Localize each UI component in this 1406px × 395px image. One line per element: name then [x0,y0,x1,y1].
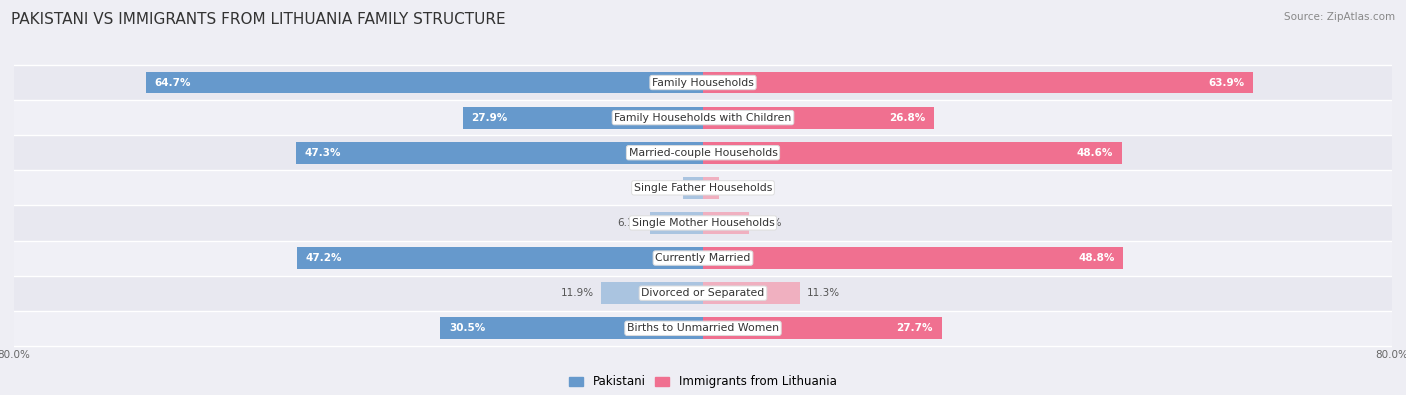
Bar [683,177,703,199]
Text: Single Father Households: Single Father Households [634,183,772,193]
Bar [14,170,1392,205]
Text: Divorced or Separated: Divorced or Separated [641,288,765,298]
Legend: Pakistani, Immigrants from Lithuania: Pakistani, Immigrants from Lithuania [564,371,842,393]
Bar [703,212,748,234]
Text: 6.1%: 6.1% [617,218,644,228]
Bar [14,100,1392,135]
Text: 30.5%: 30.5% [449,323,485,333]
Bar [703,177,720,199]
Text: Family Households with Children: Family Households with Children [614,113,792,122]
Text: 27.7%: 27.7% [897,323,934,333]
Text: 64.7%: 64.7% [155,77,191,88]
Text: Married-couple Households: Married-couple Households [628,148,778,158]
Bar [651,212,703,234]
Text: PAKISTANI VS IMMIGRANTS FROM LITHUANIA FAMILY STRUCTURE: PAKISTANI VS IMMIGRANTS FROM LITHUANIA F… [11,12,506,27]
Text: Source: ZipAtlas.com: Source: ZipAtlas.com [1284,12,1395,22]
Bar [703,142,1122,164]
Bar [703,71,1253,93]
Bar [463,107,703,128]
Bar [703,318,942,339]
Text: 5.3%: 5.3% [755,218,782,228]
Bar [14,241,1392,276]
Bar [440,318,703,339]
Text: 26.8%: 26.8% [889,113,925,122]
Bar [14,65,1392,100]
Text: 63.9%: 63.9% [1209,77,1244,88]
Text: 11.3%: 11.3% [807,288,841,298]
Bar [14,135,1392,170]
Text: 2.3%: 2.3% [650,183,676,193]
Text: Family Households: Family Households [652,77,754,88]
Text: 48.6%: 48.6% [1077,148,1114,158]
Text: 48.8%: 48.8% [1078,253,1115,263]
Bar [146,71,703,93]
Text: Currently Married: Currently Married [655,253,751,263]
Bar [295,142,703,164]
Bar [703,282,800,304]
Bar [703,247,1123,269]
Text: 27.9%: 27.9% [471,113,508,122]
Text: 47.3%: 47.3% [304,148,340,158]
Text: Births to Unmarried Women: Births to Unmarried Women [627,323,779,333]
Bar [14,311,1392,346]
Text: 1.9%: 1.9% [727,183,752,193]
Text: 47.2%: 47.2% [305,253,342,263]
Bar [703,107,934,128]
Bar [14,276,1392,311]
Text: 11.9%: 11.9% [561,288,593,298]
Bar [600,282,703,304]
Text: Single Mother Households: Single Mother Households [631,218,775,228]
Bar [14,205,1392,241]
Bar [297,247,703,269]
